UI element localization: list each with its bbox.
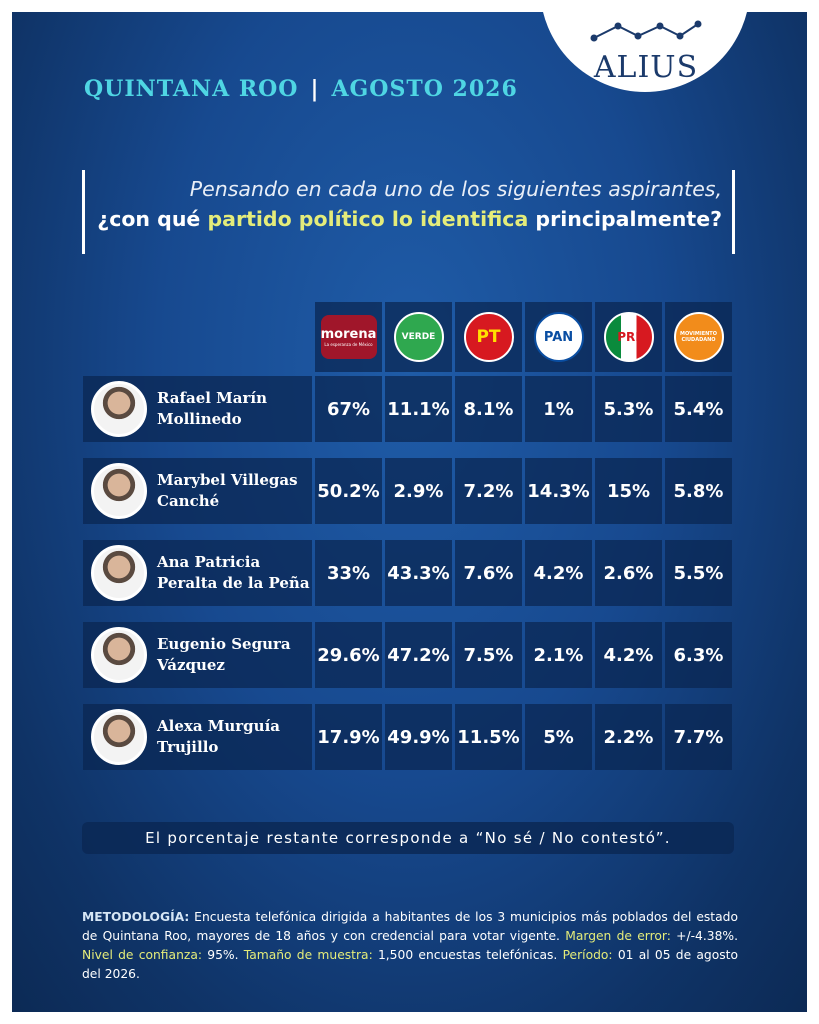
party-header: PAN (525, 302, 592, 372)
value-cell: 5.8% (665, 458, 732, 524)
name-line: Eugenio Segura (157, 635, 291, 653)
candidate-name: Eugenio Segura Vázquez (157, 634, 291, 676)
question-text: ¿con qué (97, 207, 201, 231)
candidate-name: Rafael Marín Mollinedo (157, 388, 267, 430)
candidate-name: Ana Patricia Peralta de la Peña (157, 552, 310, 594)
meth-label: METODOLOGÍA: (82, 910, 190, 924)
party-name: morena (320, 327, 377, 342)
value-cell: 5.3% (595, 376, 662, 442)
candidate-cell: Ana Patricia Peralta de la Peña (83, 540, 312, 606)
name-line: Peralta de la Peña (157, 574, 310, 592)
meth-label: Margen de error: (565, 929, 671, 943)
meth-label: Tamaño de muestra: (243, 948, 373, 962)
value-cell: 6.3% (665, 622, 732, 688)
candidate-name: Alexa Murguía Trujillo (157, 716, 280, 758)
logo-text: ALIUS (593, 50, 699, 85)
meth-label: Nivel de confianza: (82, 948, 203, 962)
value-cell: 1% (525, 376, 592, 442)
meth-label: Período: (562, 948, 613, 962)
meth-text: +/-4.38%. (670, 929, 739, 943)
value-cell: 4.2% (525, 540, 592, 606)
candidate-name: Marybel Villegas Canché (157, 470, 298, 512)
value-cell: 7.7% (665, 704, 732, 770)
question-highlight: partido político lo identifica (207, 207, 529, 231)
value-cell: 50.2% (315, 458, 382, 524)
value-cell: 15% (595, 458, 662, 524)
value-cell: 29.6% (315, 622, 382, 688)
note: El porcentaje restante corresponde a “No… (82, 822, 734, 854)
party-name: PAN (543, 329, 574, 345)
region: QUINTANA ROO (84, 76, 299, 102)
value-cell: 67% (315, 376, 382, 442)
value-cell: 2.1% (525, 622, 592, 688)
name-line: Mollinedo (157, 410, 242, 428)
candidate-cell: Eugenio Segura Vázquez (83, 622, 312, 688)
candidate-photo (91, 381, 147, 437)
party-name: PT (476, 327, 501, 347)
value-cell: 7.5% (455, 622, 522, 688)
question-line: ¿con qué partido político lo identifica … (95, 204, 722, 234)
name-line: Trujillo (157, 738, 219, 756)
name-line: Marybel Villegas (157, 471, 298, 489)
party-header: PT (455, 302, 522, 372)
value-cell: 2.6% (595, 540, 662, 606)
poster: ALIUS QUINTANA ROO | AGOSTO 2026 Pensando … (12, 12, 807, 1012)
party-header: MOVIMIENTO CIUDADANO (665, 302, 732, 372)
value-cell: 2.9% (385, 458, 452, 524)
party-header: morena La esperanza de México (315, 302, 382, 372)
methodology: METODOLOGÍA: Encuesta telefónica dirigid… (82, 908, 738, 984)
party-name: MOVIMIENTO CIUDADANO (680, 331, 717, 343)
candidate-cell: Alexa Murguía Trujillo (83, 704, 312, 770)
party-name: PRI (617, 330, 640, 344)
date: AGOSTO 2026 (331, 76, 518, 102)
name-line: Canché (157, 492, 220, 510)
logo-graph (590, 20, 702, 42)
value-cell: 5% (525, 704, 592, 770)
candidate-photo (91, 463, 147, 519)
party-sub: La esperanza de México (324, 342, 373, 347)
name-line: Ana Patricia (157, 553, 261, 571)
value-cell: 14.3% (525, 458, 592, 524)
candidate-photo (91, 709, 147, 765)
candidate-photo (91, 545, 147, 601)
party-name: VERDE (401, 332, 436, 342)
separator: | (310, 76, 320, 102)
candidate-cell: Rafael Marín Mollinedo (83, 376, 312, 442)
value-cell: 49.9% (385, 704, 452, 770)
party-header: PRI (595, 302, 662, 372)
party-logo: PAN (533, 312, 584, 362)
value-cell: 43.3% (385, 540, 452, 606)
name-line: Vázquez (157, 656, 225, 674)
party-header: VERDE (385, 302, 452, 372)
value-cell: 11.1% (385, 376, 452, 442)
question-text: principalmente? (535, 207, 722, 231)
party-logo: morena La esperanza de México (320, 315, 377, 359)
name-line: Alexa Murguía (157, 717, 280, 735)
value-cell: 47.2% (385, 622, 452, 688)
party-logo: PRI (603, 312, 654, 362)
value-cell: 2.2% (595, 704, 662, 770)
value-cell: 33% (315, 540, 382, 606)
value-cell: 5.4% (665, 376, 732, 442)
value-cell: 17.9% (315, 704, 382, 770)
meth-text: 1,500 encuestas telefónicas. (372, 948, 563, 962)
value-cell: 8.1% (455, 376, 522, 442)
header: QUINTANA ROO | AGOSTO 2026 (84, 76, 530, 102)
value-cell: 7.2% (455, 458, 522, 524)
question-line: Pensando en cada uno de los siguientes a… (189, 177, 722, 201)
party-logo: PT (463, 312, 514, 362)
party-logo: VERDE (393, 312, 444, 362)
value-cell: 11.5% (455, 704, 522, 770)
meth-text: Encuesta telefónica dirigida a habitante… (82, 910, 738, 943)
meth-text: 95%. (202, 948, 244, 962)
value-cell: 4.2% (595, 622, 662, 688)
candidate-cell: Marybel Villegas Canché (83, 458, 312, 524)
name-line: Rafael Marín (157, 389, 267, 407)
candidate-photo (91, 627, 147, 683)
value-cell: 5.5% (665, 540, 732, 606)
party-logo: MOVIMIENTO CIUDADANO (673, 312, 724, 362)
question: Pensando en cada uno de los siguientes a… (82, 170, 735, 254)
value-cell: 7.6% (455, 540, 522, 606)
meth-text: 01 al 05 de agosto del 2026. (82, 948, 738, 981)
